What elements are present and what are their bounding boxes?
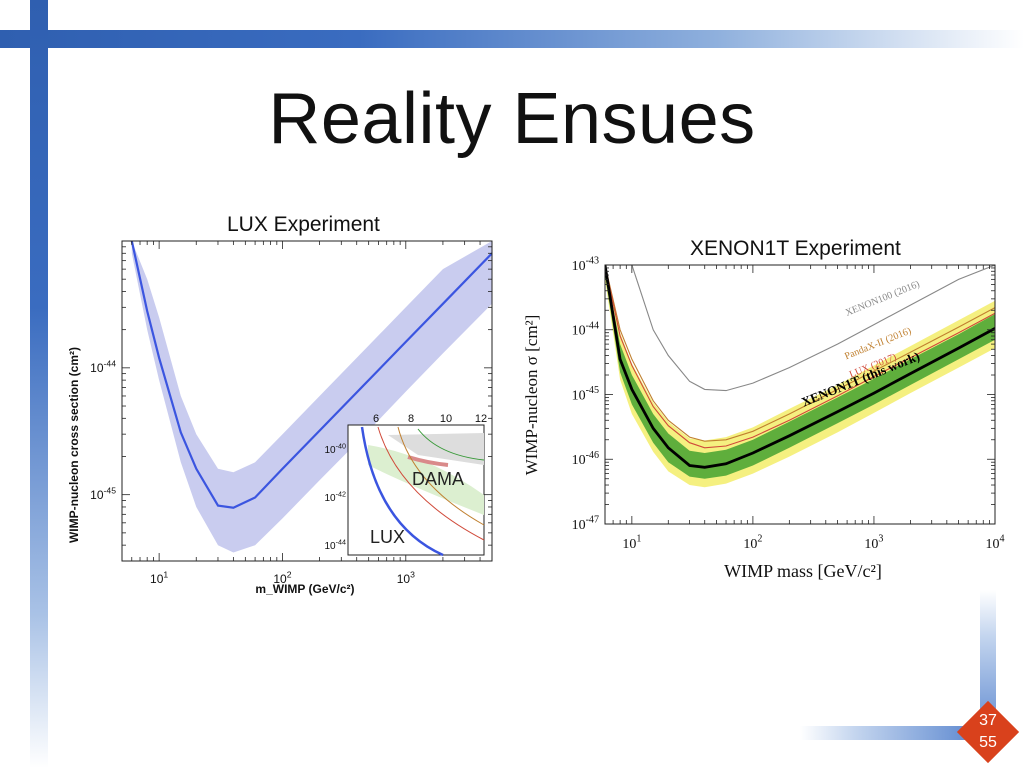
badge-diamond <box>956 700 1020 764</box>
lux-inset-y-tick-label: 10-42 <box>324 490 346 505</box>
xenon-series-group <box>605 265 995 488</box>
lux-inset-x-tick-label: 6 <box>373 413 379 425</box>
lux-x-axis-label: m_WIMP (GeV/c²) <box>255 582 354 596</box>
xenon-x-tick-label: 104 <box>985 534 1004 552</box>
footer-accent-bar <box>800 726 980 740</box>
page-number-badge: 37 55 <box>956 700 1020 764</box>
xenon-y-tick-label: 10-47 <box>572 515 599 533</box>
xenon-y-axis-label: WIMP-nucleon σ [cm²] <box>522 315 541 476</box>
xenon-plot-area: 101 102 103 104 10-43 10-44 10-45 10-46 10-47 XEN… <box>572 256 1005 552</box>
xenon-chart: 101 102 103 104 10-43 10-44 10-45 10-46 10-47 XEN… <box>522 256 1005 581</box>
xenon-series-line-1 <box>605 265 995 449</box>
xenon-series-line-0 <box>605 265 995 469</box>
xenon-y-tick-label: 10-43 <box>572 256 599 274</box>
lux-frame <box>121 240 493 562</box>
lux-x-tick-label: 103 <box>397 570 415 586</box>
lux-inset-dama-label: DAMA <box>412 469 464 489</box>
xenon-chart-title: XENON1T Experiment <box>690 237 901 260</box>
xenon-series-line-3 <box>605 265 995 392</box>
lux-y-tick-label: 10-44 <box>90 359 116 375</box>
lux-inset-limit-curve <box>360 426 444 557</box>
footer-accent-bar-vertical <box>980 590 996 740</box>
lux-inset-gray-region <box>388 433 484 465</box>
lux-chart-title: LUX Experiment <box>227 213 380 236</box>
slide-title: Reality Ensues <box>268 79 756 159</box>
xenon-1sigma-band <box>605 265 995 479</box>
xenon-series-label-3: XENON100 (2016) <box>844 279 922 319</box>
page-total: 55 <box>979 734 997 751</box>
lux-inset-x-tick-label: 8 <box>408 413 414 425</box>
xenon-y-tick-label: 10-45 <box>572 385 599 403</box>
xenon-x-tick-label: 102 <box>743 534 762 552</box>
header-accent-bar <box>0 30 1024 48</box>
xenon-y-tick-label: 10-44 <box>572 320 599 338</box>
lux-series-group <box>130 241 492 553</box>
side-accent-bar <box>30 0 48 768</box>
lux-inset-dama-region <box>407 455 449 467</box>
lux-x-tick-label: 101 <box>150 570 168 586</box>
xenon-x-axis-label: WIMP mass [GeV/c²] <box>724 561 882 581</box>
lux-inset-green-curve <box>417 428 485 461</box>
page-number: 37 <box>979 712 997 729</box>
xenon-x-tick-label: 101 <box>622 534 641 552</box>
lux-y-axis-label: WIMP-nucleon cross section (cm²) <box>67 347 81 543</box>
lux-inset-x-tick-label: 10 <box>440 413 452 425</box>
lux-inset-orange-curve <box>397 426 485 526</box>
lux-series-line-0 <box>130 241 492 509</box>
lux-inset-lux-label: LUX <box>370 527 405 547</box>
lux-sensitivity-band <box>131 241 492 553</box>
xenon-series-line-2 <box>605 265 995 442</box>
xenon-y-tick-label: 10-46 <box>572 450 599 468</box>
lux-inset-y-tick-label: 10-44 <box>324 538 346 553</box>
lux-inset-red-curve <box>377 426 485 541</box>
lux-inset-x-tick-label: 12 <box>475 413 487 425</box>
lux-y-tick-label: 10-45 <box>90 485 116 501</box>
xenon-x-tick-label: 103 <box>864 534 883 552</box>
